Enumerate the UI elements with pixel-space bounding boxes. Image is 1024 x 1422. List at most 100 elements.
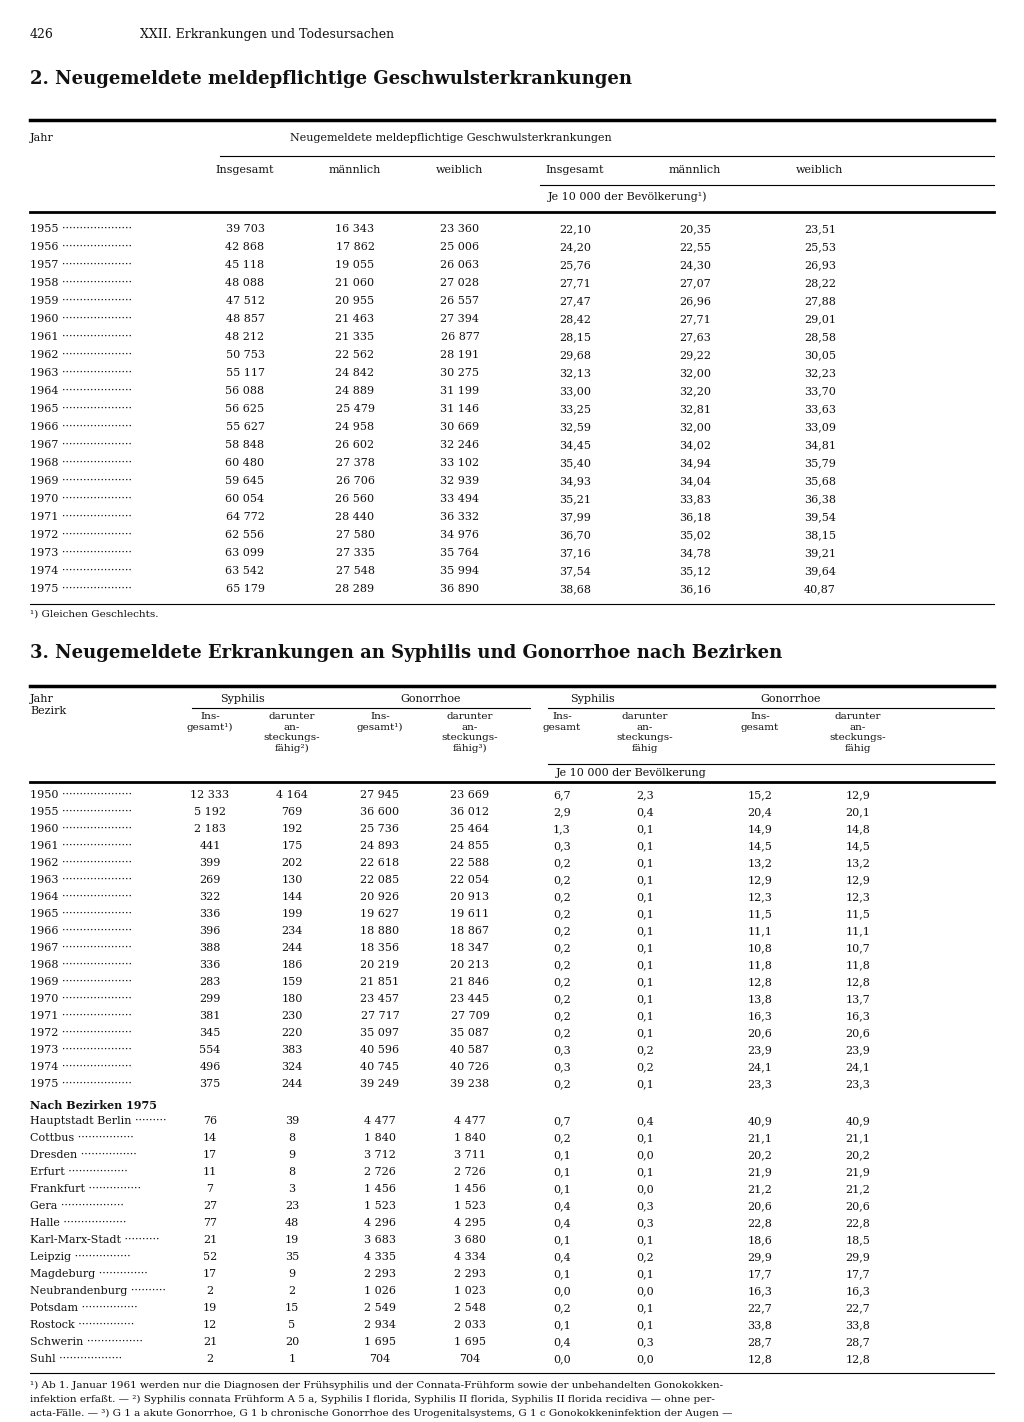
Text: 21,2: 21,2 [748,1185,772,1194]
Text: 28,22: 28,22 [804,277,836,289]
Text: 29,68: 29,68 [559,350,591,360]
Text: 0,4: 0,4 [553,1202,570,1212]
Text: 60 480: 60 480 [225,458,264,468]
Text: 0,4: 0,4 [553,1337,570,1347]
Text: 27: 27 [203,1202,217,1212]
Text: 20,2: 20,2 [846,1150,870,1160]
Text: 0,1: 0,1 [553,1150,570,1160]
Text: 22,8: 22,8 [748,1219,772,1229]
Text: 32,00: 32,00 [679,422,711,432]
Text: 1964 ····················: 1964 ···················· [30,385,132,395]
Text: 40 726: 40 726 [451,1062,489,1072]
Text: 1965 ····················: 1965 ···················· [30,909,132,919]
Text: 9: 9 [289,1150,296,1160]
Text: 769: 769 [282,808,303,818]
Text: 0,1: 0,1 [636,892,654,902]
Text: 34 976: 34 976 [440,530,479,540]
Text: 1956 ····················: 1956 ···················· [30,242,132,252]
Text: 37,99: 37,99 [559,512,591,522]
Text: 27 335: 27 335 [336,547,375,557]
Text: 12,9: 12,9 [846,875,870,884]
Text: 0,1: 0,1 [636,1028,654,1038]
Text: 24,1: 24,1 [846,1062,870,1072]
Text: männlich: männlich [669,165,721,175]
Text: 0,1: 0,1 [636,960,654,970]
Text: 2 726: 2 726 [454,1167,486,1177]
Text: 29,9: 29,9 [748,1251,772,1261]
Text: 34,81: 34,81 [804,439,836,449]
Text: 39,54: 39,54 [804,512,836,522]
Text: 27 394: 27 394 [440,314,479,324]
Text: 0,2: 0,2 [553,960,570,970]
Text: 22 562: 22 562 [336,350,375,360]
Text: 3. Neugemeldete Erkrankungen an Syphilis und Gonorrhoe nach Bezirken: 3. Neugemeldete Erkrankungen an Syphilis… [30,644,782,663]
Text: 40 745: 40 745 [360,1062,399,1072]
Text: 11,8: 11,8 [748,960,772,970]
Text: 1962 ····················: 1962 ···················· [30,857,132,867]
Text: 12,8: 12,8 [846,1354,870,1364]
Text: 0,1: 0,1 [636,943,654,953]
Text: 0,3: 0,3 [553,1045,570,1055]
Text: 29,9: 29,9 [846,1251,870,1261]
Text: 20 926: 20 926 [360,892,399,902]
Text: 1971 ····················: 1971 ···················· [30,1011,132,1021]
Text: 2 726: 2 726 [365,1167,396,1177]
Text: 1963 ····················: 1963 ···················· [30,875,132,884]
Text: 0,3: 0,3 [636,1202,654,1212]
Text: 27 028: 27 028 [440,277,479,289]
Text: 283: 283 [200,977,221,987]
Text: 0,1: 0,1 [636,857,654,867]
Text: 0,0: 0,0 [553,1285,570,1295]
Text: 426: 426 [30,28,54,41]
Text: 45 118: 45 118 [225,260,264,270]
Text: 554: 554 [200,1045,221,1055]
Text: 144: 144 [282,892,303,902]
Text: 1973 ····················: 1973 ···················· [30,547,132,557]
Text: 30 669: 30 669 [440,422,479,432]
Text: 23,51: 23,51 [804,225,836,235]
Text: 24 889: 24 889 [336,385,375,395]
Text: 27,63: 27,63 [679,331,711,343]
Text: 27,07: 27,07 [679,277,711,289]
Text: Jahr
Bezirk: Jahr Bezirk [30,694,67,717]
Text: 1966 ····················: 1966 ···················· [30,926,132,936]
Text: 0,1: 0,1 [553,1167,570,1177]
Text: 11: 11 [203,1167,217,1177]
Text: 26 706: 26 706 [336,476,375,486]
Text: 21: 21 [203,1234,217,1246]
Text: 18,5: 18,5 [846,1234,870,1246]
Text: 38,68: 38,68 [559,584,591,594]
Text: 27 548: 27 548 [336,566,375,576]
Text: 2: 2 [207,1354,214,1364]
Text: 26 063: 26 063 [440,260,479,270]
Text: 32,59: 32,59 [559,422,591,432]
Text: Magdeburg ··············: Magdeburg ·············· [30,1268,147,1278]
Text: 0,2: 0,2 [636,1251,654,1261]
Text: 1 456: 1 456 [364,1185,396,1194]
Text: 1 695: 1 695 [364,1337,396,1347]
Text: 375: 375 [200,1079,220,1089]
Text: weiblich: weiblich [436,165,483,175]
Text: Ins-
gesamt: Ins- gesamt [741,712,779,732]
Text: 39,64: 39,64 [804,566,836,576]
Text: 28,15: 28,15 [559,331,591,343]
Text: 27,71: 27,71 [679,314,711,324]
Text: Ins-
gesamt¹): Ins- gesamt¹) [356,712,403,732]
Text: Gonorrhoe: Gonorrhoe [400,694,461,704]
Text: Schwerin ················: Schwerin ················ [30,1337,143,1347]
Text: 63 099: 63 099 [225,547,264,557]
Text: 33,00: 33,00 [559,385,591,395]
Text: 1950 ····················: 1950 ···················· [30,791,132,801]
Text: 35,21: 35,21 [559,493,591,503]
Text: 40,9: 40,9 [748,1116,772,1126]
Text: 32,13: 32,13 [559,368,591,378]
Text: 23 445: 23 445 [451,994,489,1004]
Text: 25 464: 25 464 [451,823,489,833]
Text: 23: 23 [285,1202,299,1212]
Text: 0,1: 0,1 [636,1079,654,1089]
Text: 62 556: 62 556 [225,530,264,540]
Text: Neubrandenburg ··········: Neubrandenburg ·········· [30,1285,166,1295]
Text: 16 343: 16 343 [336,225,375,235]
Text: 39: 39 [285,1116,299,1126]
Text: 202: 202 [282,857,303,867]
